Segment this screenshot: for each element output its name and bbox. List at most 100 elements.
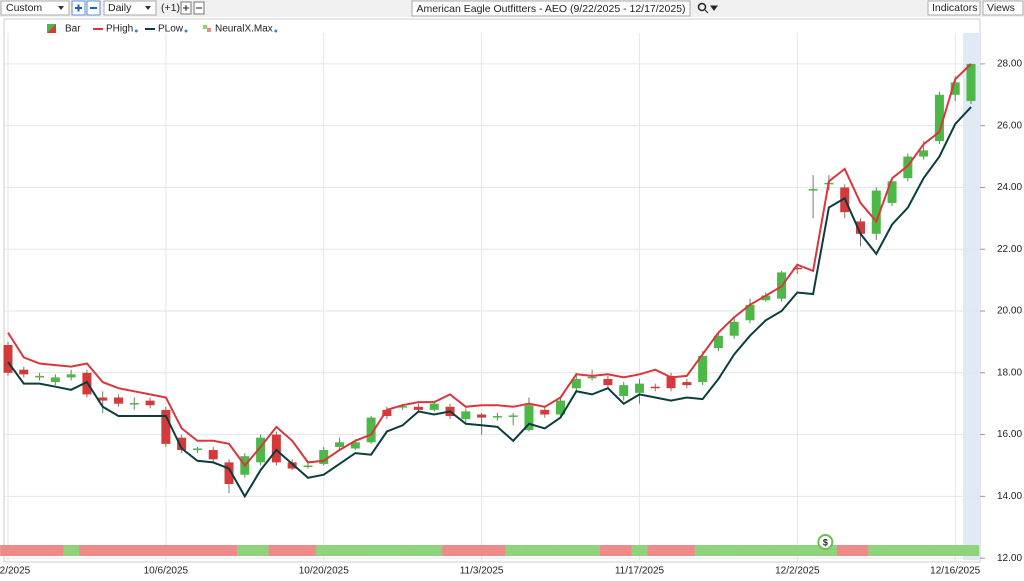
dropdown-arrow <box>145 6 151 10</box>
signal-segment <box>584 545 601 556</box>
candle-body <box>603 378 613 386</box>
candle-body <box>66 374 76 378</box>
signal-segment <box>79 545 96 556</box>
legend-dot <box>134 29 138 33</box>
candle-body <box>966 63 976 101</box>
plus-icon <box>183 5 189 11</box>
candle-body <box>413 406 423 410</box>
candle-body <box>114 397 124 404</box>
candle-body <box>666 375 676 389</box>
y-tick-label: 14.00 <box>997 491 1022 502</box>
x-tick-label: 9/22/2025 <box>0 566 31 577</box>
signal-segment <box>505 545 522 556</box>
signal-segment <box>426 545 443 556</box>
signal-segment <box>694 545 711 556</box>
candle-body <box>477 414 487 418</box>
chart-title: American Eagle Outfitters - AEO (9/22/20… <box>416 3 685 15</box>
signal-segment <box>126 545 143 556</box>
signal-segment <box>710 545 727 556</box>
signal-segment <box>600 545 617 556</box>
signal-segment <box>15 545 32 556</box>
interval[interactable]: Daily <box>108 2 132 14</box>
search-arrow <box>704 5 718 14</box>
indicators-button[interactable] <box>927 0 981 16</box>
period-select[interactable] <box>0 0 70 16</box>
search-icon[interactable] <box>697 2 707 12</box>
signal-segment <box>757 545 774 556</box>
signal-segment <box>410 545 427 556</box>
signal-segment <box>110 545 127 556</box>
period[interactable]: Custom <box>6 2 42 14</box>
candle-body <box>208 450 218 460</box>
title-box <box>411 0 691 17</box>
plus-icon <box>75 4 82 12</box>
signal-segment <box>284 545 301 556</box>
signal-segment <box>378 545 396 556</box>
signal-segment <box>173 545 190 556</box>
candle-body <box>98 397 108 401</box>
candle-body <box>161 409 171 444</box>
legend-label: NeuralX.Max <box>215 24 273 35</box>
candle-body <box>335 442 345 447</box>
signal-segment <box>805 545 822 556</box>
y-tick-label: 20.00 <box>997 306 1022 317</box>
candle-body <box>3 344 13 373</box>
annotation-icon <box>817 534 834 550</box>
candle-body <box>461 411 471 420</box>
signal-segment <box>742 545 759 556</box>
current-day-band <box>963 33 980 560</box>
candle-body <box>808 188 818 191</box>
candle-body <box>319 450 329 464</box>
candle-body <box>224 462 234 485</box>
signal-segment <box>663 545 680 556</box>
line-series <box>7 63 972 468</box>
views-button[interactable] <box>982 0 1024 16</box>
interval-select[interactable] <box>103 0 157 16</box>
y-tick-label: 28.00 <box>997 59 1022 70</box>
candle-body <box>256 437 266 463</box>
signal-segment <box>268 545 285 556</box>
legend-label: Bar <box>65 24 81 35</box>
x-tick-label: 10/6/2025 <box>144 566 189 577</box>
candle-body <box>508 415 518 417</box>
candle-body <box>35 375 45 378</box>
signal-segment <box>821 545 838 556</box>
candle-body <box>177 437 187 451</box>
candle-body <box>540 409 550 415</box>
candle-body <box>682 382 692 386</box>
candle-body <box>556 400 566 415</box>
signal-segment <box>836 545 853 556</box>
candle-body <box>887 181 897 203</box>
candle-body <box>634 383 644 393</box>
views[interactable]: Views <box>987 2 1015 14</box>
candle-body <box>303 465 313 468</box>
candle-body <box>429 403 439 410</box>
candle-body <box>698 355 708 383</box>
candle-body <box>855 221 865 234</box>
candle-body <box>192 448 202 451</box>
signal-segment <box>647 545 664 556</box>
signal-segment <box>552 545 569 556</box>
signal-segment <box>394 545 411 556</box>
candle-body <box>571 378 581 389</box>
signal-segment <box>189 545 206 556</box>
candle-body <box>398 406 408 408</box>
signal-segment <box>142 545 159 556</box>
signal-segment <box>915 545 932 556</box>
candle-body <box>287 462 297 469</box>
candle-body <box>919 150 929 157</box>
signal-segment <box>442 545 459 556</box>
candle-body <box>524 405 534 430</box>
candle-body <box>745 304 755 321</box>
signal-segment <box>473 545 490 556</box>
signal-segment <box>931 545 948 556</box>
candle-body <box>792 267 802 270</box>
x-tick-label: 12/16/2025 <box>930 566 980 577</box>
candle-body <box>619 385 629 396</box>
indicators[interactable]: Indicators <box>932 2 978 14</box>
signal-segment <box>947 545 964 556</box>
signal-segment <box>347 545 364 556</box>
candle-body <box>129 403 139 405</box>
y-tick-label: 26.00 <box>997 120 1022 131</box>
signal-segment <box>678 545 696 556</box>
